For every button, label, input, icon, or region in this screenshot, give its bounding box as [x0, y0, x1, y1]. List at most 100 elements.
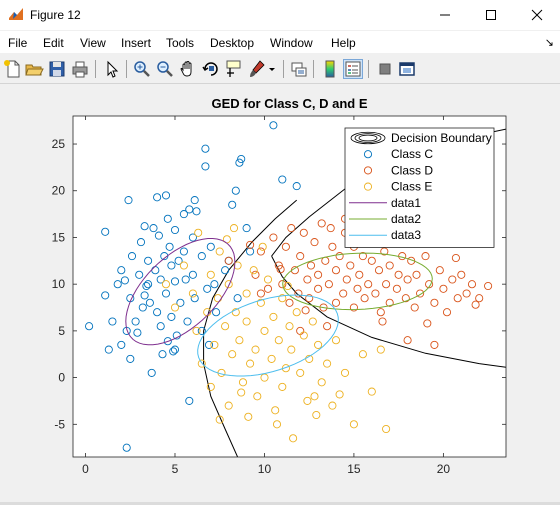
menu-edit[interactable]: Edit — [43, 36, 64, 50]
class-d-point — [287, 224, 296, 233]
zoom-out-icon[interactable] — [155, 59, 175, 79]
legend-swatch-contour — [358, 134, 378, 142]
insert-legend-icon[interactable] — [343, 59, 363, 79]
brush-icon[interactable] — [247, 59, 267, 79]
pan-hand-icon[interactable] — [178, 59, 198, 79]
class-e-point — [242, 289, 251, 298]
class-e-point — [238, 378, 248, 387]
class-e-point — [224, 280, 233, 289]
class-c-point — [124, 196, 133, 205]
class-d-point — [425, 280, 434, 289]
class-c-point — [221, 266, 230, 275]
axes-box — [72, 115, 507, 458]
class-c-point — [138, 303, 147, 312]
class-d-point — [301, 306, 310, 315]
class-d-point — [382, 280, 391, 289]
class-e-point — [263, 275, 273, 284]
chart-title: GED for Class C, D and E — [211, 96, 367, 111]
menu-help[interactable]: Help — [331, 36, 356, 50]
y-tick-label: -5 — [54, 417, 65, 431]
insert-colorbar-icon[interactable] — [320, 59, 340, 79]
legend-swatch-class-c — [363, 150, 373, 159]
show-plot-tools-icon[interactable] — [397, 59, 417, 79]
class-e-point — [224, 401, 233, 410]
menu-window[interactable]: Window — [270, 36, 313, 50]
class-e-point — [246, 359, 255, 368]
class-e-point — [221, 322, 230, 331]
class-e-point — [317, 378, 326, 387]
class-c-point — [165, 242, 174, 251]
class-c-point — [161, 191, 171, 200]
class-d-point — [331, 298, 341, 307]
class-c-point — [246, 247, 255, 256]
legend-label-class-e: Class E — [391, 180, 432, 194]
new-figure-icon[interactable] — [3, 59, 23, 79]
class-d-point — [256, 247, 265, 256]
class-c-point — [201, 162, 210, 171]
class-e-point — [274, 336, 283, 345]
menu-tools[interactable]: Tools — [166, 36, 195, 50]
brush-dropdown-icon[interactable] — [266, 59, 278, 79]
menu-insert[interactable]: Insert — [121, 36, 152, 50]
class-d-point — [256, 289, 265, 298]
class-c-point — [135, 270, 144, 279]
class-d-point — [281, 242, 290, 251]
class-c-point — [192, 207, 201, 216]
class-d-point — [349, 303, 358, 312]
class-d-point — [328, 242, 337, 251]
class-d-point — [403, 336, 412, 345]
class-d-point — [403, 275, 412, 284]
class-e-point — [271, 406, 280, 415]
decision-boundary-curve-2 — [271, 255, 506, 368]
class-d-point — [475, 294, 484, 303]
edit-plot-arrow-icon[interactable] — [102, 59, 122, 79]
class-c-point — [179, 247, 188, 256]
y-tick-label: 0 — [58, 371, 65, 385]
class-e-point — [287, 345, 296, 354]
menu-view[interactable]: View — [80, 36, 106, 50]
zoom-in-icon[interactable] — [132, 59, 152, 79]
data-cursor-icon[interactable] — [224, 59, 244, 79]
class-d-point — [385, 298, 394, 307]
x-tick-label: 0 — [82, 462, 89, 476]
legend-box — [344, 127, 495, 248]
dock-arrow-icon[interactable]: ↘ — [544, 37, 554, 49]
class-c-point — [85, 322, 94, 331]
class-d-point — [378, 317, 387, 326]
class-d-point — [314, 270, 323, 279]
maximize-button[interactable] — [468, 0, 514, 30]
menu-file[interactable]: File — [8, 36, 28, 50]
class-c-point — [117, 266, 126, 275]
class-c-point — [242, 224, 251, 233]
class-c-point — [197, 252, 206, 261]
class-e-point — [382, 424, 391, 434]
class-e-point — [296, 368, 305, 377]
link-plot-icon[interactable] — [289, 59, 309, 79]
class-e-point — [376, 345, 385, 354]
class-d-point — [278, 280, 287, 289]
class-e-point — [235, 336, 244, 345]
rotate-3d-icon[interactable] — [201, 59, 221, 79]
class-e-point — [367, 387, 376, 396]
legend[interactable]: Decision Boundary Class C Class D Class E da… — [344, 127, 495, 248]
class-c-point — [228, 200, 237, 209]
class-c-point — [144, 256, 153, 265]
minimize-button[interactable] — [422, 0, 468, 30]
print-icon[interactable] — [70, 59, 90, 79]
close-button[interactable] — [514, 0, 560, 30]
menu-desktop[interactable]: Desktop — [210, 36, 255, 50]
class-e-point — [285, 322, 294, 331]
save-icon[interactable] — [47, 59, 67, 79]
class-c-point — [176, 298, 185, 307]
class-c-point — [158, 350, 167, 359]
class-e-point — [314, 340, 323, 349]
chart-svg[interactable]: 0 5 10 15 20 -5 0 5 10 15 20 25 GED for Class C, D … — [0, 84, 560, 502]
class-d-point — [435, 266, 444, 275]
hide-plot-tools-icon[interactable] — [375, 59, 395, 79]
legend-swatch-class-e — [363, 182, 373, 191]
class-e-point — [260, 326, 269, 335]
class-e-point — [244, 412, 253, 421]
class-e-point — [299, 331, 308, 340]
class-c-point — [170, 225, 180, 235]
open-file-icon[interactable] — [24, 59, 44, 79]
